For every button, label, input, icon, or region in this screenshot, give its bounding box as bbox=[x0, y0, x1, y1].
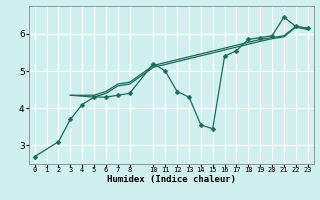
X-axis label: Humidex (Indice chaleur): Humidex (Indice chaleur) bbox=[107, 175, 236, 184]
